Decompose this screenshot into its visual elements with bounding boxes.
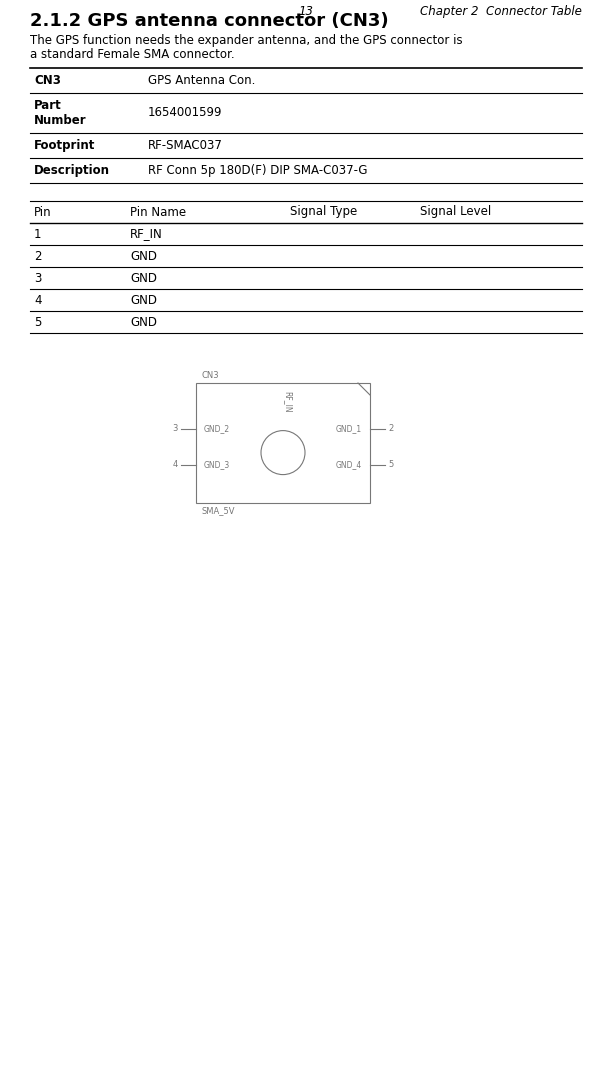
Text: 4: 4 — [34, 294, 42, 307]
Text: GND_3: GND_3 — [204, 461, 230, 469]
Text: 2: 2 — [388, 424, 394, 433]
Text: 13: 13 — [299, 5, 313, 18]
Text: GND: GND — [130, 316, 157, 329]
Text: 5: 5 — [34, 316, 42, 329]
Text: GND_2: GND_2 — [204, 424, 230, 433]
Text: The GPS function needs the expander antenna, and the GPS connector is: The GPS function needs the expander ante… — [30, 34, 463, 46]
Text: a standard Female SMA connector.: a standard Female SMA connector. — [30, 48, 234, 61]
Text: Part
Number: Part Number — [34, 99, 87, 126]
Text: GND: GND — [130, 271, 157, 284]
Text: Pin: Pin — [34, 205, 51, 218]
Text: CN3: CN3 — [201, 371, 218, 381]
Circle shape — [261, 430, 305, 475]
Text: 3: 3 — [173, 424, 178, 433]
Text: 2.1.2 GPS antenna connector (CN3): 2.1.2 GPS antenna connector (CN3) — [30, 12, 389, 30]
Text: GND: GND — [130, 250, 157, 263]
Text: Signal Level: Signal Level — [420, 205, 491, 218]
Text: GPS Antenna Con.: GPS Antenna Con. — [148, 74, 255, 86]
Text: 3: 3 — [34, 271, 42, 284]
Text: RF_IN: RF_IN — [283, 391, 293, 413]
Text: GND_1: GND_1 — [336, 424, 362, 433]
Text: CN3: CN3 — [34, 74, 61, 86]
Text: 1: 1 — [34, 227, 42, 240]
Bar — [196, 383, 370, 503]
Text: Chapter 2  Connector Table: Chapter 2 Connector Table — [420, 5, 582, 18]
Text: GND: GND — [130, 294, 157, 307]
Text: 2: 2 — [34, 250, 42, 263]
Text: RF Conn 5p 180D(F) DIP SMA-C037-G: RF Conn 5p 180D(F) DIP SMA-C037-G — [148, 164, 367, 177]
Text: 1654001599: 1654001599 — [148, 107, 223, 120]
Text: Description: Description — [34, 164, 110, 177]
Text: 4: 4 — [173, 461, 178, 469]
Text: Footprint: Footprint — [34, 139, 95, 152]
Text: RF_IN: RF_IN — [130, 227, 163, 240]
Text: Pin Name: Pin Name — [130, 205, 186, 218]
Text: 5: 5 — [388, 461, 394, 469]
Text: SMA_5V: SMA_5V — [201, 506, 234, 515]
Text: GND_4: GND_4 — [336, 461, 362, 469]
Text: RF-SMAC037: RF-SMAC037 — [148, 139, 223, 152]
Text: Signal Type: Signal Type — [290, 205, 357, 218]
